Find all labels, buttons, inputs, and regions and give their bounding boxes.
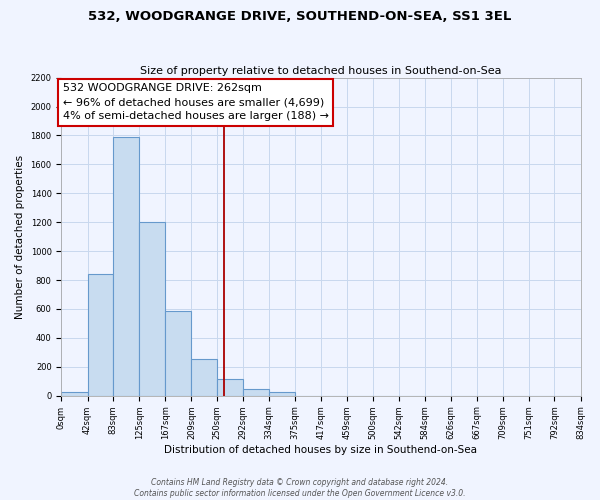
Bar	[139, 222, 166, 396]
Bar	[88, 274, 113, 396]
Bar	[113, 137, 139, 396]
Bar	[166, 311, 191, 396]
Bar	[243, 389, 269, 396]
Text: Contains HM Land Registry data © Crown copyright and database right 2024.
Contai: Contains HM Land Registry data © Crown c…	[134, 478, 466, 498]
Text: 532 WOODGRANGE DRIVE: 262sqm
← 96% of detached houses are smaller (4,699)
4% of : 532 WOODGRANGE DRIVE: 262sqm ← 96% of de…	[62, 84, 329, 122]
Y-axis label: Number of detached properties: Number of detached properties	[15, 154, 25, 319]
Bar	[61, 392, 88, 396]
Bar	[217, 379, 243, 396]
Bar	[269, 392, 295, 396]
Bar	[191, 359, 217, 396]
Text: 532, WOODGRANGE DRIVE, SOUTHEND-ON-SEA, SS1 3EL: 532, WOODGRANGE DRIVE, SOUTHEND-ON-SEA, …	[88, 10, 512, 23]
Title: Size of property relative to detached houses in Southend-on-Sea: Size of property relative to detached ho…	[140, 66, 502, 76]
X-axis label: Distribution of detached houses by size in Southend-on-Sea: Distribution of detached houses by size …	[164, 445, 478, 455]
